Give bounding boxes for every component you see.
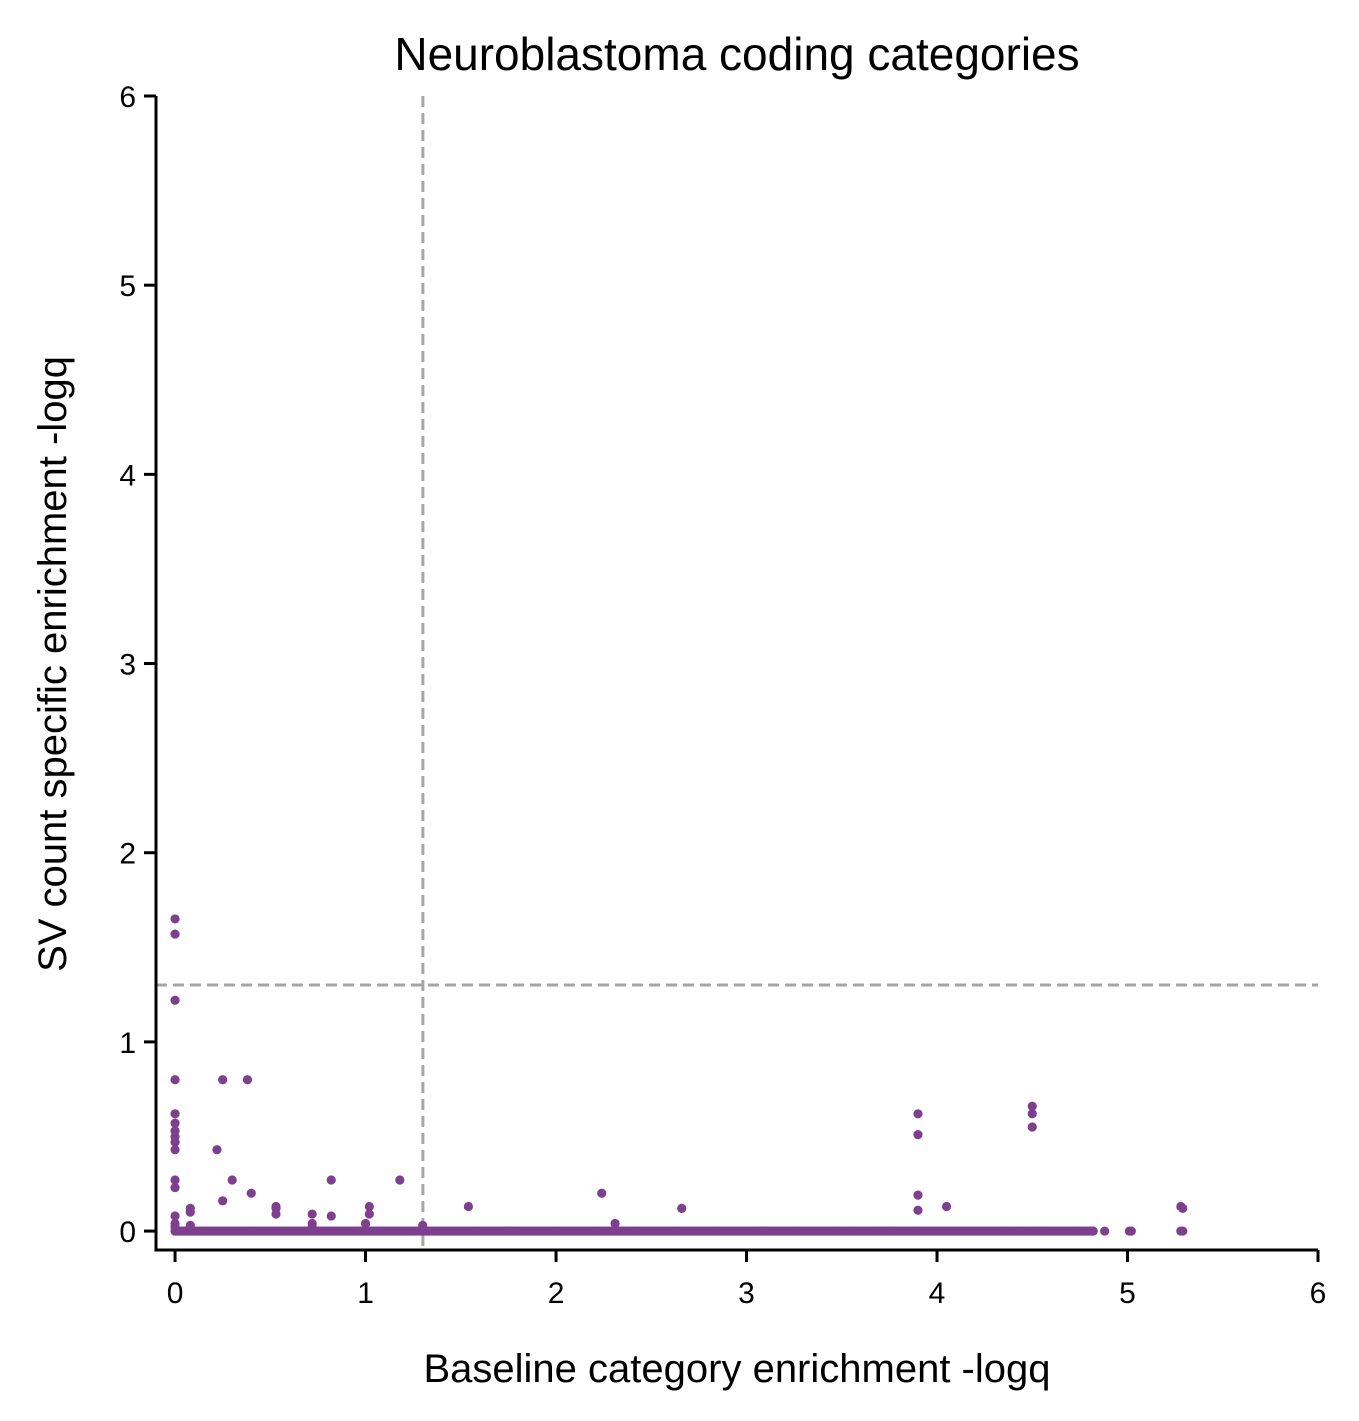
data-point bbox=[227, 1175, 237, 1185]
data-point bbox=[677, 1203, 687, 1213]
data-point bbox=[185, 1207, 195, 1217]
data-point bbox=[1088, 1226, 1098, 1236]
y-tick-label: 6 bbox=[119, 81, 136, 114]
x-tick-label: 0 bbox=[167, 1277, 184, 1310]
data-point bbox=[170, 1175, 180, 1185]
data-point bbox=[364, 1209, 374, 1219]
data-point bbox=[170, 929, 180, 939]
data-point bbox=[1027, 1101, 1037, 1111]
data-point bbox=[418, 1220, 428, 1231]
y-tick-label: 5 bbox=[119, 270, 136, 303]
data-point bbox=[170, 995, 180, 1005]
data-point bbox=[913, 1205, 923, 1215]
y-axis-label: SV count specific enrichment -logq bbox=[31, 356, 75, 972]
data-point bbox=[1126, 1226, 1136, 1236]
data-point bbox=[170, 1222, 180, 1232]
x-tick-label: 4 bbox=[929, 1277, 946, 1310]
x-tick-label: 6 bbox=[1310, 1277, 1327, 1310]
data-point bbox=[170, 1145, 180, 1155]
data-point bbox=[326, 1211, 336, 1221]
data-point bbox=[170, 1109, 180, 1119]
data-point bbox=[360, 1218, 371, 1229]
data-point bbox=[913, 1130, 923, 1140]
data-point bbox=[1027, 1122, 1037, 1132]
data-point bbox=[463, 1201, 474, 1212]
data-point bbox=[246, 1188, 256, 1198]
data-point bbox=[326, 1175, 336, 1185]
reference-lines bbox=[156, 96, 1318, 1250]
data-point bbox=[170, 1075, 180, 1085]
data-point bbox=[364, 1201, 374, 1212]
x-tick-label: 1 bbox=[357, 1277, 374, 1310]
y-tick-label: 3 bbox=[119, 649, 136, 682]
baseline-band bbox=[170, 1226, 1098, 1236]
data-point bbox=[185, 1220, 195, 1231]
data-point bbox=[1100, 1226, 1110, 1236]
data-point bbox=[1178, 1226, 1188, 1236]
data-point bbox=[1027, 1109, 1037, 1119]
data-point bbox=[242, 1075, 253, 1085]
data-point bbox=[170, 1211, 180, 1221]
y-tick-label: 0 bbox=[119, 1216, 136, 1249]
data-point bbox=[1178, 1203, 1188, 1213]
data-point bbox=[170, 1118, 180, 1128]
data-point bbox=[218, 1196, 228, 1206]
data-point bbox=[913, 1190, 923, 1200]
x-axis-label: Baseline category enrichment -logq bbox=[423, 1347, 1050, 1391]
x-tick-label: 2 bbox=[548, 1277, 565, 1310]
x-tick-label: 5 bbox=[1119, 1277, 1136, 1310]
data-point bbox=[941, 1201, 952, 1212]
data-point bbox=[913, 1109, 923, 1119]
y-tick-label: 1 bbox=[119, 1027, 136, 1060]
data-point bbox=[610, 1218, 620, 1229]
data-point bbox=[212, 1145, 222, 1155]
data-points bbox=[170, 914, 1188, 1236]
y-axis-ticks: 0 1 2 3 4 5 6 bbox=[119, 81, 156, 1249]
chart-title: Neuroblastoma coding categories bbox=[394, 28, 1079, 80]
data-point bbox=[307, 1209, 317, 1219]
data-point bbox=[170, 1182, 180, 1193]
data-point bbox=[170, 914, 180, 924]
data-point bbox=[597, 1188, 607, 1198]
data-point bbox=[395, 1175, 405, 1185]
x-tick-label: 3 bbox=[738, 1277, 755, 1310]
data-point bbox=[271, 1209, 281, 1219]
data-point bbox=[307, 1222, 317, 1232]
data-point bbox=[170, 1137, 180, 1147]
x-axis-ticks: 0 1 2 3 4 5 6 bbox=[167, 1250, 1327, 1310]
y-tick-label: 2 bbox=[119, 838, 136, 871]
data-point bbox=[218, 1075, 228, 1085]
y-tick-label: 4 bbox=[119, 459, 136, 492]
